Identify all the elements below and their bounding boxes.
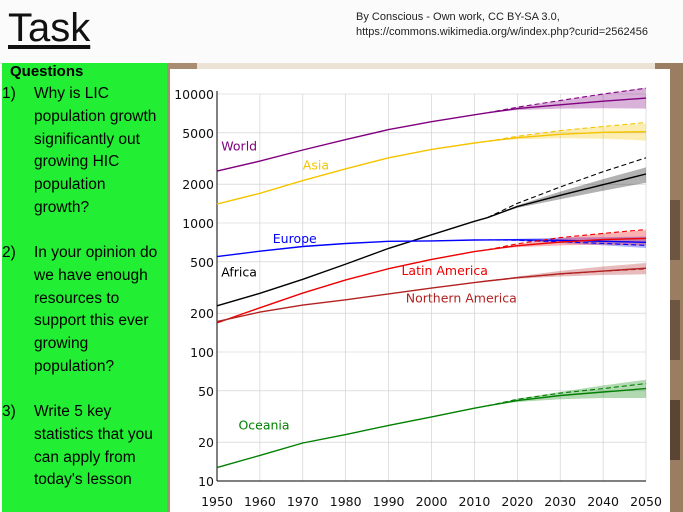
credit-line-1: By Conscious - Own work, CC BY-SA 3.0, (356, 11, 560, 23)
latin-america-median-projection (487, 237, 647, 251)
x-tick-label: 2000 (416, 494, 448, 509)
y-tick-label: 100 (190, 345, 214, 360)
question-number: 3) (2, 403, 16, 420)
x-tick-label: 2040 (587, 494, 619, 509)
x-tick-label: 2030 (544, 494, 576, 509)
latin-america-series-line (216, 249, 488, 324)
latin-america-constant-projection (487, 228, 647, 251)
questions-heading: Questions (10, 63, 84, 80)
question-number: 2) (2, 244, 16, 261)
x-tick-label: 2020 (501, 494, 533, 509)
world-median-projection (487, 97, 647, 114)
x-tick-label: 1970 (287, 494, 319, 509)
oceania-median-projection (487, 387, 647, 407)
northern-america-label: Northern America (406, 290, 517, 305)
asia-median-projection (487, 131, 647, 142)
northern-america-constant-projection (487, 268, 647, 282)
y-tick-label: 500 (190, 255, 214, 270)
europe-series-line (216, 239, 488, 258)
world-constant-projection (487, 87, 647, 114)
questions-panel: Questions 1) Why is LIC population growt… (2, 63, 167, 512)
question-text: Why is LIC population growth significant… (34, 85, 157, 216)
y-tick-label: 10 (198, 474, 214, 489)
question-text: In your opinion do we have enough resour… (34, 244, 158, 375)
world-series-line (216, 112, 488, 172)
y-tick-label: 1000 (182, 216, 214, 231)
africa-constant-projection (487, 157, 647, 219)
question-text: Write 5 key statistics that you can appl… (34, 403, 153, 489)
image-credit: By Conscious - Own work, CC BY-SA 3.0, h… (356, 10, 648, 40)
question-number: 1) (2, 85, 16, 102)
oceania-constant-projection (487, 382, 647, 407)
asia-series-line (216, 140, 488, 205)
asia-constant-projection (487, 122, 647, 142)
africa-series-line (216, 217, 488, 307)
oceania-series-line (216, 405, 488, 469)
oceania-label: Oceania (238, 418, 289, 433)
africa-projection-band (487, 167, 646, 218)
y-tick-label: 200 (190, 306, 214, 321)
x-tick-label: 1950 (201, 494, 233, 509)
x-tick-label: 2050 (630, 494, 662, 509)
x-tick-label: 1960 (244, 494, 276, 509)
x-tick-label: 1990 (373, 494, 405, 509)
y-tick-label: 2000 (182, 177, 214, 192)
y-tick-label: 5000 (182, 126, 214, 141)
x-tick-label: 1980 (330, 494, 362, 509)
y-tick-label: 10000 (174, 87, 214, 102)
africa-label: Africa (221, 264, 257, 279)
y-tick-label: 20 (198, 435, 214, 450)
x-tick-label: 2010 (458, 494, 490, 509)
africa-median-projection (487, 173, 647, 219)
slide-title: Task (8, 6, 91, 50)
northern-america-series-line (216, 280, 488, 323)
europe-label: Europe (273, 231, 317, 246)
asia-label: Asia (303, 157, 329, 172)
population-chart: 1950 1960 1970 1980 1990 2000 2010 2020 2030 2040… (170, 69, 670, 512)
world-label: World (221, 138, 257, 153)
latin-america-label: Latin America (401, 263, 487, 278)
y-tick-label: 50 (198, 384, 214, 399)
chart-background (170, 69, 670, 512)
credit-line-2: https://commons.wikimedia.org/w/index.ph… (356, 26, 648, 38)
